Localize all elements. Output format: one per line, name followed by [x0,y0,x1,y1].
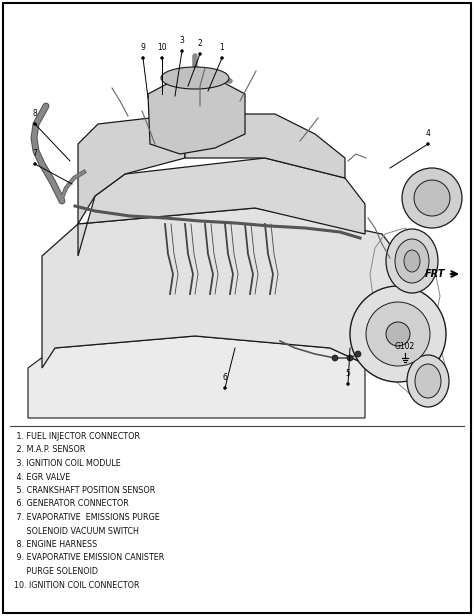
Text: 10: 10 [157,43,167,52]
Text: 9: 9 [141,43,146,52]
Text: 4: 4 [426,129,430,138]
Circle shape [346,383,349,386]
Circle shape [350,286,446,382]
Text: 4. EGR VALVE: 4. EGR VALVE [14,472,70,482]
Text: 3: 3 [180,36,184,45]
Ellipse shape [395,239,429,283]
Text: 1. FUEL INJECTOR CONNECTOR: 1. FUEL INJECTOR CONNECTOR [14,432,140,441]
Circle shape [402,168,462,228]
Circle shape [414,180,450,216]
Ellipse shape [407,355,449,407]
Polygon shape [78,114,185,224]
Text: 2: 2 [198,39,202,48]
Circle shape [181,49,183,52]
Text: 1: 1 [219,43,224,52]
Circle shape [199,52,201,55]
Circle shape [332,355,338,361]
Text: 3. IGNITION COIL MODULE: 3. IGNITION COIL MODULE [14,459,121,468]
Text: FRT: FRT [425,269,445,279]
Polygon shape [148,78,245,154]
Text: 8. ENGINE HARNESS: 8. ENGINE HARNESS [14,540,97,549]
Text: 6. GENERATOR CONNECTOR: 6. GENERATOR CONNECTOR [14,500,129,508]
Circle shape [355,351,361,357]
Ellipse shape [161,67,229,89]
Text: 5. CRANKSHAFT POSITION SENSOR: 5. CRANKSHAFT POSITION SENSOR [14,486,155,495]
Polygon shape [42,208,405,368]
Ellipse shape [415,364,441,398]
Text: SOLENOID VACUUM SWITCH: SOLENOID VACUUM SWITCH [14,527,139,535]
Polygon shape [28,336,365,418]
Text: 7. EVAPORATIVE  EMISSIONS PURGE: 7. EVAPORATIVE EMISSIONS PURGE [14,513,160,522]
Circle shape [220,57,224,60]
Text: 9. EVAPORATIVE EMISSION CANISTER: 9. EVAPORATIVE EMISSION CANISTER [14,554,164,562]
Circle shape [386,322,410,346]
Text: PURGE SOLENOID: PURGE SOLENOID [14,567,98,576]
Circle shape [34,123,36,126]
Text: 2. M.A.P. SENSOR: 2. M.A.P. SENSOR [14,445,85,455]
Ellipse shape [404,250,420,272]
Text: 7: 7 [33,149,37,158]
Circle shape [224,386,227,389]
Circle shape [142,57,145,60]
Polygon shape [185,114,345,178]
Circle shape [347,355,353,361]
Circle shape [366,302,430,366]
Text: G102: G102 [395,341,415,351]
Text: 6: 6 [223,373,228,382]
Circle shape [427,142,429,145]
Ellipse shape [386,229,438,293]
Polygon shape [78,158,365,256]
Circle shape [161,57,164,60]
Text: 8: 8 [33,109,37,118]
Text: 5: 5 [346,369,350,378]
Text: 10. IGNITION COIL CONNECTOR: 10. IGNITION COIL CONNECTOR [14,580,139,590]
Circle shape [34,163,36,166]
